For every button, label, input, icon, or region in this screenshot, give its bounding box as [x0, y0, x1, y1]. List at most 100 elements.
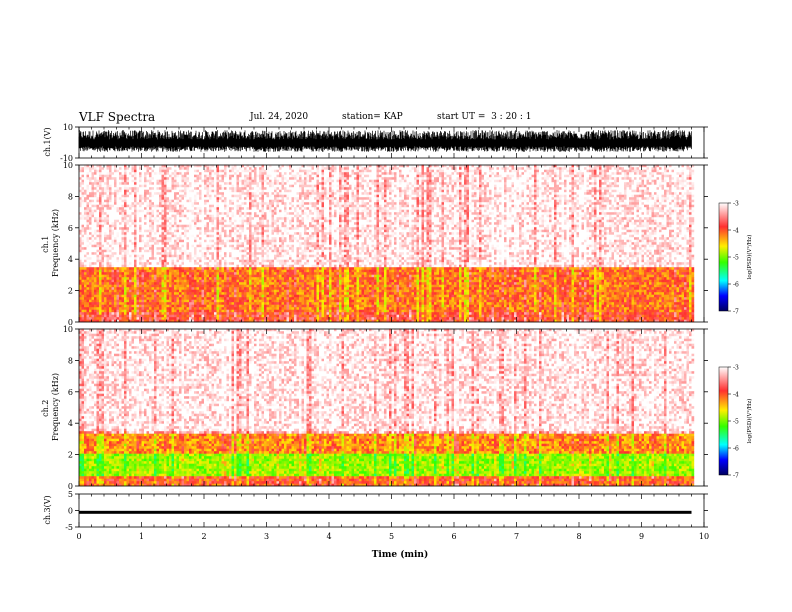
spectrogram-cell [79, 285, 82, 288]
spectrogram-cell [82, 302, 85, 305]
spectrogram-cell [124, 167, 127, 170]
spectrogram-cell [97, 292, 100, 295]
spectrogram-cell [104, 312, 107, 315]
spectrogram-cell [92, 190, 95, 193]
spectrogram-cell [87, 220, 90, 223]
spectrogram-cell [89, 180, 92, 183]
spectrogram-cell [84, 310, 87, 313]
spectrogram-cell [124, 265, 127, 268]
spectrogram-cell [127, 227, 130, 230]
spectrogram-cell [117, 302, 120, 305]
spectrogram-cell [127, 252, 130, 255]
spectrogram-cell [82, 217, 85, 220]
spectrogram-cell [79, 170, 82, 173]
spectrogram-cell [127, 265, 130, 268]
spectrogram-cell [102, 190, 105, 193]
spectrogram-cell [92, 295, 95, 298]
spectrogram-cell [84, 195, 87, 198]
spectrogram-cell [89, 297, 92, 300]
spectrogram-cell [109, 282, 112, 285]
spectrogram-cell [94, 237, 97, 240]
spectrogram-cell [104, 315, 107, 318]
spectrogram-cell [102, 197, 105, 200]
spectrogram-cell [114, 240, 117, 243]
spectrogram-cell [82, 282, 85, 285]
spectrogram-cell [112, 262, 115, 265]
spectrogram-cell [117, 212, 120, 215]
spectrogram-cell [92, 252, 95, 255]
spectrogram-cell [109, 302, 112, 305]
spectrogram-cell [114, 197, 117, 200]
spectrogram-cell [94, 290, 97, 293]
spectrogram-cell [104, 255, 107, 258]
spectrogram-cell [102, 290, 105, 293]
spectrogram-cell [84, 272, 87, 275]
spectrogram-cell [92, 225, 95, 228]
spectrogram-cell [79, 185, 82, 188]
spectrogram-cell [104, 302, 107, 305]
spectrogram-cell [92, 227, 95, 230]
spectrogram-cell [122, 267, 125, 270]
spectrogram-cell [79, 315, 82, 318]
spectrogram-cell [104, 267, 107, 270]
spectrogram-cell [112, 292, 115, 295]
spectrogram-cell [92, 305, 95, 308]
spectrogram-cell [109, 217, 112, 220]
spectrogram-cell [122, 275, 125, 278]
spectrogram-cell [94, 207, 97, 210]
spectrogram-cell [82, 175, 85, 178]
spectrogram-cell [87, 175, 90, 178]
spectrogram-cell [119, 192, 122, 195]
spectrogram-cell [127, 207, 130, 210]
spectrogram-cell [97, 277, 100, 280]
spectrogram-cell [127, 230, 130, 233]
spectrogram-cell [124, 257, 127, 260]
spectrogram-cell [99, 310, 102, 313]
spectrogram-cell [119, 275, 122, 278]
spectrogram-cell [79, 207, 82, 210]
spectrogram-cell [112, 237, 115, 240]
spectrogram-cell [87, 227, 90, 230]
spectrogram-cell [89, 187, 92, 190]
spectrogram-cell [122, 252, 125, 255]
spectrogram-cell [119, 232, 122, 235]
spectrogram-cell [107, 212, 110, 215]
spectrogram-cell [109, 247, 112, 250]
spectrogram-cell [104, 207, 107, 210]
spectrogram-cell [127, 205, 130, 208]
spectrogram-cell [109, 205, 112, 208]
spectrogram-cell [87, 232, 90, 235]
spectrogram-cell [114, 255, 117, 258]
spectrogram-cell [114, 230, 117, 233]
spectrogram-cell [82, 225, 85, 228]
spectrogram-cell [79, 177, 82, 180]
spectrogram-cell [89, 215, 92, 218]
spectrogram-cell [114, 307, 117, 310]
spectrogram-cell [114, 302, 117, 305]
spectrogram-cell [99, 225, 102, 228]
spectrogram-cell [84, 250, 87, 253]
spectrogram-cell [122, 170, 125, 173]
spectrogram-cell [119, 185, 122, 188]
spectrogram-cell [114, 300, 117, 303]
spectrogram-cell [107, 235, 110, 238]
spectrogram-cell [94, 250, 97, 253]
spectrogram-cell [84, 167, 87, 170]
spectrogram-cell [82, 207, 85, 210]
spectrogram-cell [84, 220, 87, 223]
spectrogram-cell [92, 290, 95, 293]
spectrogram-cell [92, 237, 95, 240]
spectrogram-cell [97, 240, 100, 243]
spectrogram-cell [124, 207, 127, 210]
spectrogram-cell [114, 265, 117, 268]
spectrogram-cell [79, 225, 82, 228]
spectrogram-cell [82, 205, 85, 208]
spectrogram-cell [127, 310, 130, 313]
spectrogram-cell [87, 190, 90, 193]
spectrogram-cell [79, 275, 82, 278]
spectrogram-cell [87, 267, 90, 270]
spectrogram-cell [87, 297, 90, 300]
spectrogram-cell [114, 275, 117, 278]
spectrogram-cell [89, 222, 92, 225]
spectrogram-cell [119, 315, 122, 318]
